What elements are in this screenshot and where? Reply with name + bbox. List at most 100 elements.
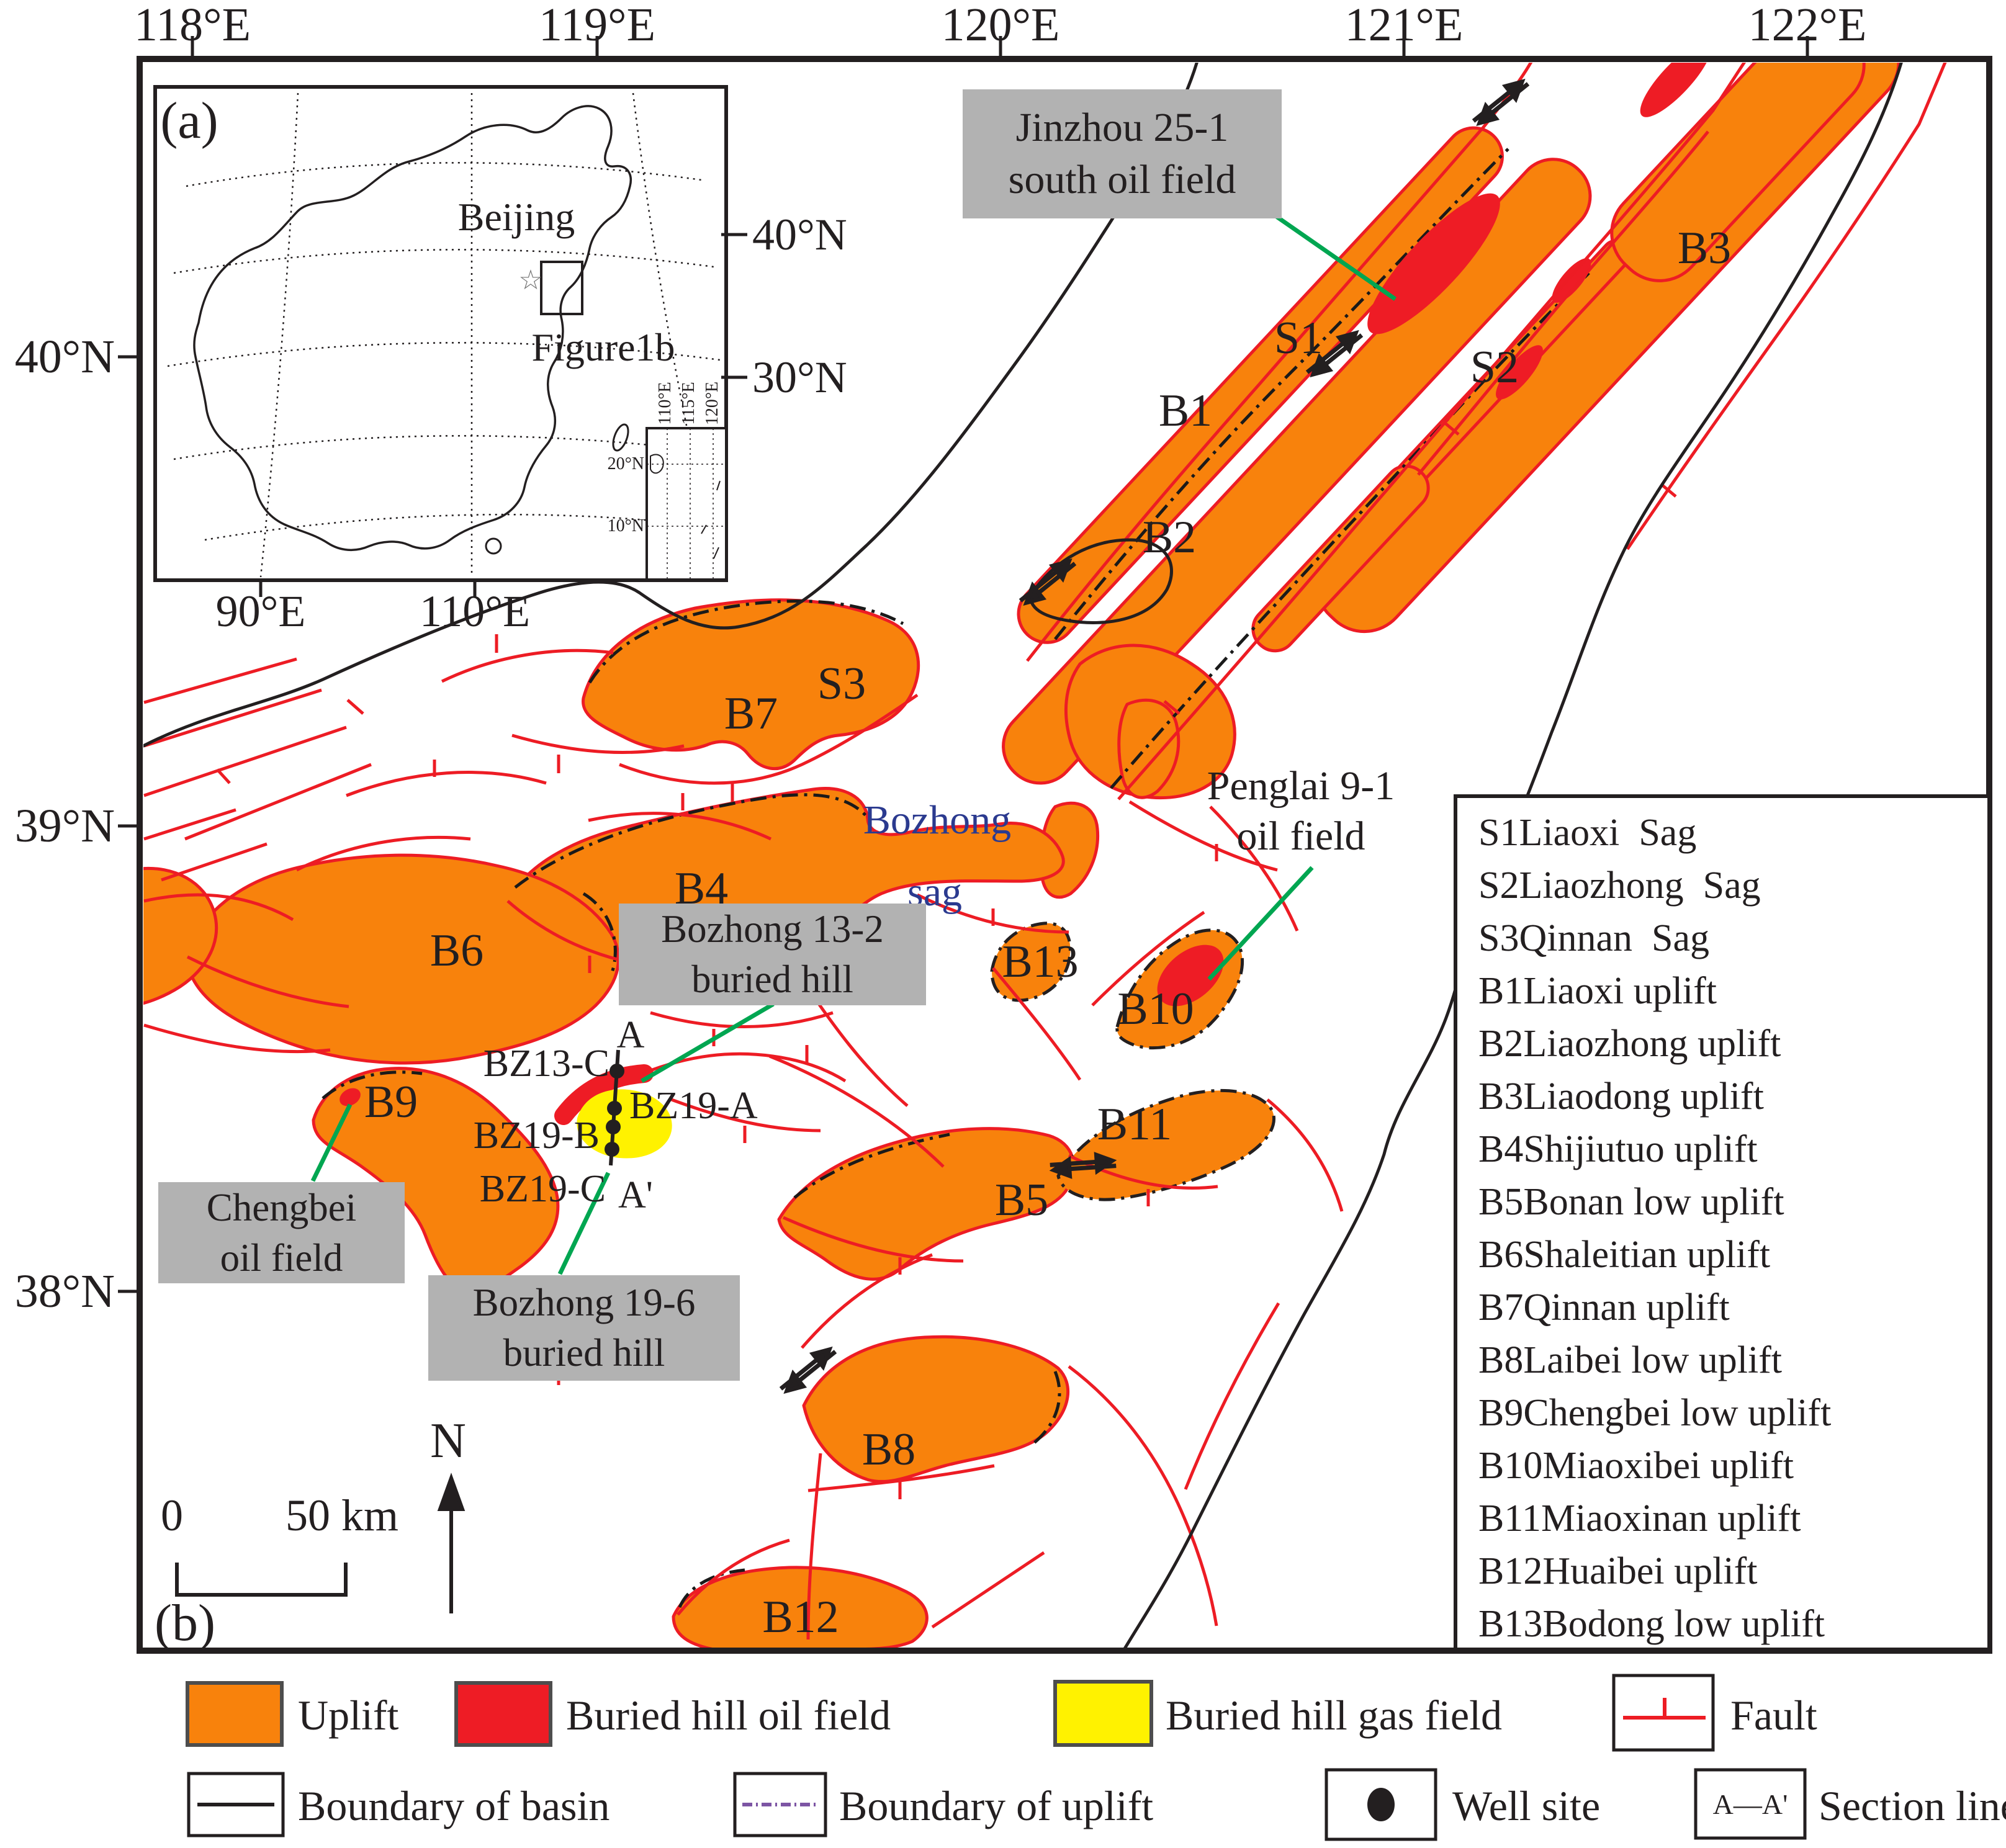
legend-uplift-boundary-label: Boundary of uplift bbox=[839, 1782, 1154, 1829]
gas-field-swatch bbox=[1053, 1680, 1153, 1747]
callout-bozhong196-line2: buried hill bbox=[503, 1331, 665, 1375]
key-item: B1Liaoxi uplift bbox=[1478, 970, 1717, 1012]
key-item: S2Liaozhong Sag bbox=[1478, 864, 1761, 907]
section-line bbox=[605, 1049, 624, 1166]
legend-oil-field-label: Buried hill oil field bbox=[566, 1692, 891, 1739]
axis-lon-118: 118°E bbox=[134, 0, 251, 51]
callout-chengbei-line2: oil field bbox=[220, 1236, 343, 1280]
mini-lon-110: 110°E bbox=[655, 382, 675, 425]
callout-jinzhou: Jinzhou 25-1 south oil field bbox=[963, 89, 1282, 218]
axis-lat-39: 39°N bbox=[14, 800, 115, 852]
key-item: B2Liaozhong uplift bbox=[1478, 1023, 1781, 1065]
top-axis-ticks bbox=[191, 36, 1809, 59]
label-well-bz19b: BZ19-B bbox=[473, 1115, 600, 1157]
label-b1: B1 bbox=[1158, 385, 1213, 436]
uplift-b2-band bbox=[1002, 158, 1592, 785]
penglai-oil-body bbox=[1157, 944, 1224, 1007]
axis-lat-40: 40°N bbox=[14, 331, 115, 383]
well-site-symbol bbox=[1367, 1788, 1395, 1821]
uplift-swatch bbox=[186, 1681, 284, 1747]
callout-penglai-line1: Penglai 9-1 bbox=[1207, 763, 1395, 809]
scale-start: 0 bbox=[161, 1491, 183, 1540]
label-b8: B8 bbox=[861, 1424, 916, 1475]
key-box-frame bbox=[1454, 794, 1991, 1651]
label-b10: B10 bbox=[1117, 984, 1194, 1034]
label-b7: B7 bbox=[724, 688, 778, 739]
label-well-bz19a: BZ19-A bbox=[629, 1085, 758, 1127]
oil-sliver-top bbox=[1640, 63, 1712, 117]
inset-figure-ref: Figure1b bbox=[531, 325, 675, 369]
key-item: S3Qinnan Sag bbox=[1478, 917, 1709, 959]
key-box-list: S1Liaoxi Sag S2Liaozhong Sag S3Qinnan Sa… bbox=[1478, 807, 1982, 1651]
callout-penglai-line2: oil field bbox=[1236, 814, 1365, 859]
scale-bar bbox=[175, 1563, 348, 1597]
key-item: B10Miaoxibei uplift bbox=[1478, 1445, 1794, 1487]
uplift-b6-west bbox=[143, 866, 218, 1005]
well-site-dot bbox=[605, 1142, 619, 1157]
legend-basin-boundary-label: Boundary of basin bbox=[298, 1782, 610, 1829]
label-b5: B5 bbox=[994, 1175, 1049, 1226]
taiwan-outline bbox=[612, 423, 629, 452]
label-b2: B2 bbox=[1142, 512, 1197, 563]
label-b9: B9 bbox=[364, 1077, 418, 1128]
north-label: N bbox=[430, 1414, 466, 1468]
inset-graticule bbox=[167, 92, 721, 578]
legend-fault-label: Fault bbox=[1730, 1692, 1817, 1739]
key-item: B11Miaoxinan uplift bbox=[1478, 1497, 1801, 1540]
callout-bozhong132-line1: Bozhong 13-2 bbox=[661, 907, 884, 951]
oil-sliver-s2a bbox=[1496, 345, 1543, 400]
inset-lat-40: 40°N bbox=[752, 210, 847, 259]
callout-jinzhou-line1: Jinzhou 25-1 bbox=[1015, 104, 1229, 150]
south-china-sea-inset bbox=[645, 427, 727, 581]
label-b13: B13 bbox=[1002, 936, 1079, 987]
callout-bozhong196-line1: Bozhong 19-6 bbox=[472, 1281, 696, 1325]
well-site-dot bbox=[607, 1101, 622, 1116]
legend-section-line-label: Section line bbox=[1819, 1782, 2006, 1829]
oil-sliver-s2b bbox=[1552, 258, 1591, 303]
label-b6: B6 bbox=[430, 925, 484, 976]
well-site-dot bbox=[606, 1119, 621, 1134]
axis-lon-119: 119°E bbox=[539, 0, 655, 51]
callout-bozhong196: Bozhong 19-6 buried hill bbox=[428, 1275, 740, 1381]
callout-chengbei-line1: Chengbei bbox=[206, 1185, 357, 1229]
key-item: B8Laibei low uplift bbox=[1478, 1339, 1783, 1381]
legend-gas-field-label: Buried hill gas field bbox=[1166, 1692, 1503, 1739]
callout-chengbei: Chengbei oil field bbox=[158, 1182, 405, 1283]
uplift-b13 bbox=[990, 922, 1072, 1002]
mini-lon-120: 120°E bbox=[703, 381, 722, 426]
oil-fields bbox=[340, 63, 1712, 1106]
scale-end: 50 km bbox=[285, 1491, 399, 1540]
label-section-a: A bbox=[616, 1014, 645, 1056]
key-item: B6Shaleitian uplift bbox=[1478, 1234, 1771, 1276]
legend-uplift-label: Uplift bbox=[298, 1692, 399, 1739]
star-icon: ☆ bbox=[518, 265, 543, 295]
uplift-sliver-mid bbox=[1117, 698, 1181, 799]
section-line-symbol-box bbox=[1694, 1768, 1807, 1840]
legend-section-symbol: A—A' bbox=[1712, 1788, 1788, 1820]
key-item: B4Shijiutuo uplift bbox=[1478, 1128, 1758, 1170]
label-well-bz19c: BZ19-C bbox=[479, 1168, 606, 1210]
callout-penglai: Penglai 9-1 oil field bbox=[1158, 762, 1444, 861]
label-well-bz13c: BZ13-C bbox=[483, 1043, 609, 1085]
label-s1: S1 bbox=[1274, 313, 1323, 364]
key-item: B7Qinnan uplift bbox=[1478, 1286, 1730, 1329]
jinzhou-oil-body bbox=[1367, 193, 1500, 334]
left-axis-ticks bbox=[118, 355, 139, 1293]
mini-lon-115: 115°E bbox=[679, 382, 698, 425]
bottom-legend-symbols bbox=[186, 1674, 1807, 1841]
china-outline bbox=[193, 105, 632, 552]
callout-bozhong132-line2: buried hill bbox=[691, 958, 853, 1001]
key-item: B9Chengbei low uplift bbox=[1478, 1392, 1832, 1434]
callout-jinzhou-line2: south oil field bbox=[1008, 157, 1236, 202]
label-b11: B11 bbox=[1097, 1099, 1172, 1150]
mini-lat-10: 10°N bbox=[607, 516, 644, 536]
study-area-box bbox=[540, 261, 583, 315]
panel-b-label: (b) bbox=[155, 1594, 215, 1652]
inset-lon-110: 110°E bbox=[419, 586, 531, 636]
key-item: B12Huaibei uplift bbox=[1478, 1550, 1758, 1592]
axis-lat-38: 38°N bbox=[14, 1265, 115, 1317]
axis-lon-122: 122°E bbox=[1748, 0, 1867, 51]
inset-ticks bbox=[259, 233, 747, 597]
key-item: B3Liaodong uplift bbox=[1478, 1075, 1764, 1118]
uplift-b5 bbox=[777, 1127, 1076, 1281]
